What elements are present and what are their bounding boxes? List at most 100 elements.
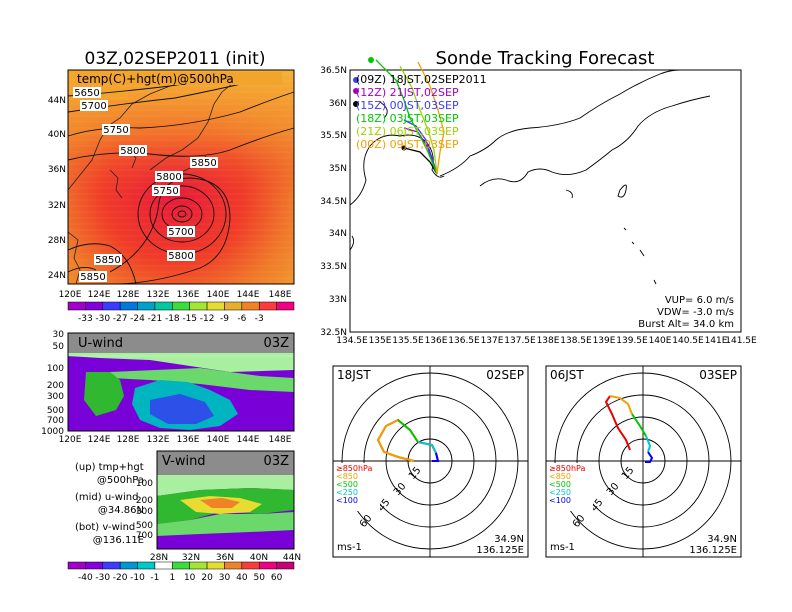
lon-label: 132E xyxy=(147,290,170,300)
landing-point-09z xyxy=(353,101,359,107)
hodo-right-lat: 34.9N xyxy=(707,534,737,545)
temp-colorbar xyxy=(67,301,295,311)
track-legend-item: (18Z) 03JST,03SEP xyxy=(356,112,459,125)
lon-label: 132E xyxy=(147,435,170,445)
level-legend: <250 xyxy=(336,488,358,497)
p-label: 700 xyxy=(47,416,64,426)
lat-label: 36N xyxy=(329,99,347,109)
p-label: 300 xyxy=(47,392,64,402)
lat-label: 35.5N xyxy=(320,131,347,141)
vup-text: VUP= 6.0 m/s xyxy=(665,295,734,306)
lon-label: 137E xyxy=(481,336,504,346)
level-legend: ≥850hPa xyxy=(336,464,373,473)
colorbar-swatch xyxy=(224,301,243,311)
u-wind-title: U-wind xyxy=(78,336,123,351)
lat-label: 40N xyxy=(48,130,66,140)
temp-map-hatch xyxy=(68,73,294,279)
track-legend-item: (12Z) 21JST,02SEP xyxy=(356,86,459,99)
colorbar-label: -18 xyxy=(165,314,180,324)
lon-label: 135.5E xyxy=(392,336,424,346)
lat-label: 33.5N xyxy=(320,262,347,272)
lon-label: 128E xyxy=(117,435,140,445)
note-mid-line2: @34.86N xyxy=(98,505,144,516)
level-legend: <850 xyxy=(549,472,571,481)
hodograph-left: 15 30 45 60 18JST 02SEP ≥850hPa <850 <50… xyxy=(332,365,529,558)
colorbar-label: -12 xyxy=(200,314,215,324)
track-00z xyxy=(417,61,445,175)
track-legend: (09Z) 18JST,02SEP2011 (12Z) 21JST,02SEP … xyxy=(356,73,487,151)
colorbar-swatch xyxy=(137,561,156,570)
landing-point-18z xyxy=(368,57,374,63)
colorbar-label: -21 xyxy=(148,314,163,324)
colorbar-label: -30 xyxy=(95,314,110,324)
lat-label: 36N xyxy=(216,553,234,563)
v-wind-panel: V-wind 03Z 100 200 300 500 700 28N 32N 3… xyxy=(136,450,301,563)
colorbar-swatch xyxy=(172,301,190,311)
colorbar-swatch xyxy=(276,561,295,570)
colorbar-swatch xyxy=(67,561,86,570)
colorbar-label: -20 xyxy=(113,573,128,583)
lon-label: 136E xyxy=(425,336,448,346)
lat-label: 36N xyxy=(48,165,66,175)
landing-point-12z xyxy=(353,88,359,94)
lon-label: 140E xyxy=(649,336,672,346)
hgt-label: 5850 xyxy=(95,255,120,266)
colorbar-swatch xyxy=(276,301,295,311)
colorbar-swatch xyxy=(241,561,260,570)
lon-label: 136E xyxy=(177,435,200,445)
colorbar-label: -30 xyxy=(95,573,110,583)
lon-label: 134.5E xyxy=(336,336,368,346)
track-legend-item: (00Z) 09JST,03SEP xyxy=(356,138,459,151)
colorbar-swatch xyxy=(119,301,138,311)
p-label: 100 xyxy=(136,479,153,489)
colorbar-swatch xyxy=(189,301,208,311)
note-bot-line2: @136.11E xyxy=(93,535,144,546)
lon-label: 137.5E xyxy=(504,336,536,346)
lon-label: 136E xyxy=(177,290,200,300)
hgt-label: 5850 xyxy=(191,158,216,169)
colorbar-label: 40 xyxy=(236,573,248,583)
p-label: 30 xyxy=(53,330,65,340)
colorbar-label: -40 xyxy=(78,573,93,583)
hgt-label: 5850 xyxy=(80,272,105,283)
colorbar-label: -10 xyxy=(130,573,145,583)
v-wind-title: V-wind xyxy=(162,454,206,469)
colorbar-label: 10 xyxy=(184,573,196,583)
track-coastline xyxy=(349,69,711,285)
colorbar-label: 1 xyxy=(169,573,175,583)
track-15z xyxy=(403,119,438,175)
colorbar-label: 20 xyxy=(201,573,213,583)
lat-label: 35N xyxy=(329,164,347,174)
track-18z xyxy=(375,59,438,175)
hgt-label: 5800 xyxy=(120,146,145,157)
hgt-label: 5650 xyxy=(74,88,99,99)
colorbar-label: 30 xyxy=(219,573,231,583)
hodo-left-unit: ms-1 xyxy=(337,542,362,553)
lat-label: 34.5N xyxy=(320,197,347,207)
colorbar-label: -15 xyxy=(182,314,197,324)
colorbar-swatch xyxy=(172,561,190,570)
lon-label: 144E xyxy=(237,435,260,445)
hodo-right-date: 03SEP xyxy=(699,368,737,382)
lon-label: 120E xyxy=(59,435,82,445)
lon-label: 135E xyxy=(369,336,392,346)
hgt-label: 5800 xyxy=(168,251,193,262)
lat-label: 32N xyxy=(48,201,66,211)
track-legend-item: (21Z) 06JST,03SEP xyxy=(356,125,459,138)
colorbar-swatch xyxy=(189,561,208,570)
lon-label: 136.5E xyxy=(448,336,480,346)
wind-colorbar xyxy=(67,561,295,570)
u-wind-panel: U-wind 03Z 30 50 100 200 300 500 700 100… xyxy=(41,330,295,445)
lon-label: 148E xyxy=(269,435,292,445)
track-legend-item: (09Z) 18JST,02SEP2011 xyxy=(356,73,487,86)
level-legend: <250 xyxy=(549,488,571,497)
lat-label: 32.5N xyxy=(320,328,347,338)
v-wind-time: 03Z xyxy=(264,454,290,469)
colorbar-label: -24 xyxy=(130,314,145,324)
lat-label: 40N xyxy=(250,553,268,563)
colorbar-swatch xyxy=(224,561,243,570)
u-wind-time: 03Z xyxy=(264,336,290,351)
lon-label: 139.5E xyxy=(616,336,648,346)
colorbar-swatch xyxy=(137,301,156,311)
lon-label: 124E xyxy=(88,435,111,445)
